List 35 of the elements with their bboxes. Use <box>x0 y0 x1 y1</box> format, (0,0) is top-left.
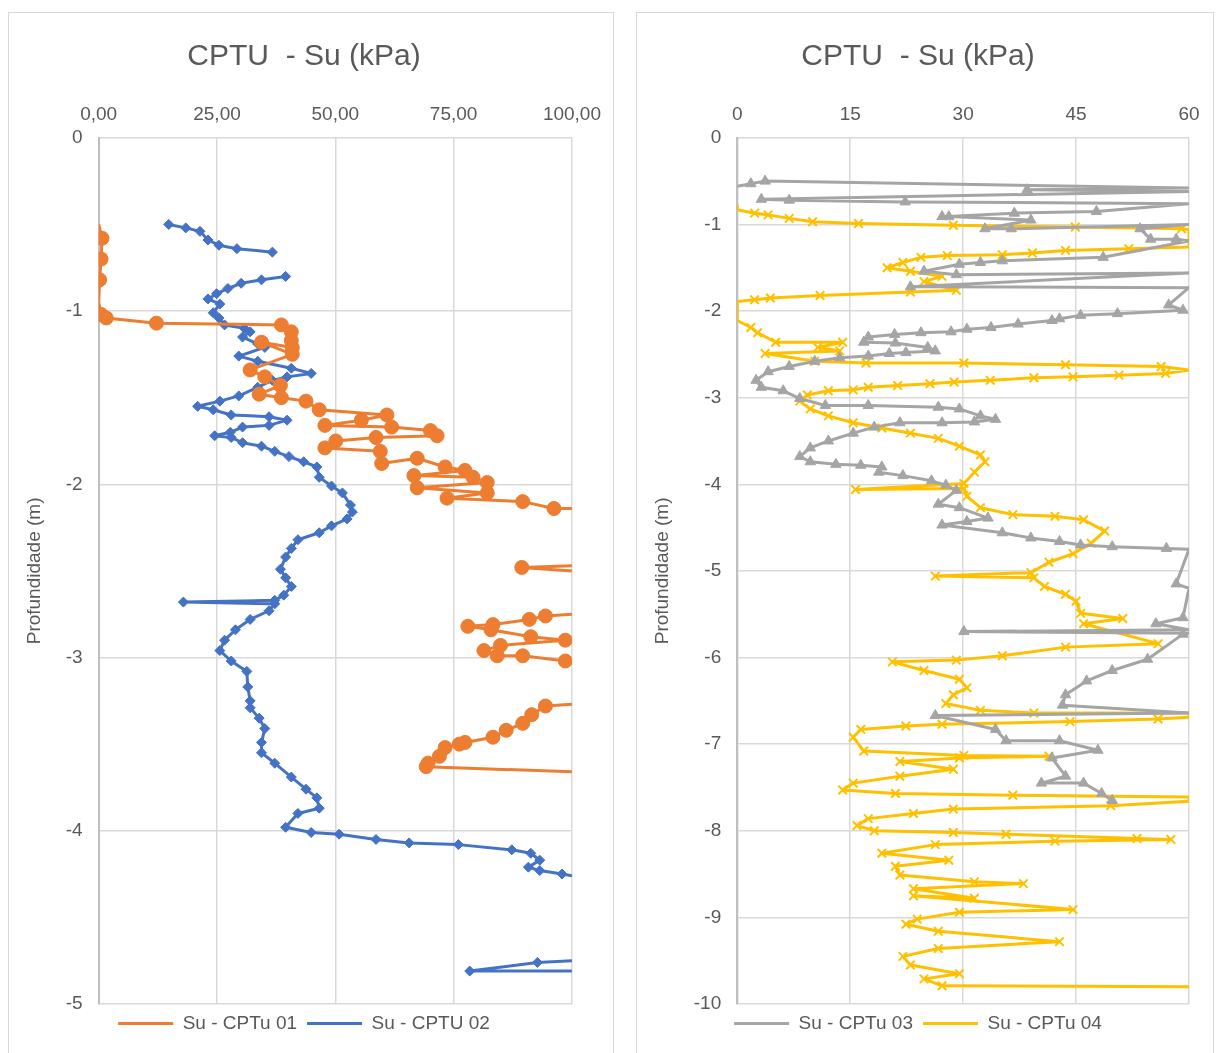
x-tick-label: 100,00 <box>542 102 602 124</box>
y-tick-label: -8 <box>704 818 722 840</box>
chart-title: CPTU - Su (kPa) <box>801 38 1035 72</box>
y-axis-title: Profundidade (m) <box>22 497 44 645</box>
x-tick-label: 50,00 <box>311 102 360 124</box>
y-tick-label: -2 <box>704 299 722 321</box>
y-tick-label: -6 <box>704 645 722 667</box>
y-tick-label: -4 <box>704 472 722 494</box>
x-tick-label: 75,00 <box>429 102 478 124</box>
legend-label: Su - CPTu 01 <box>182 1011 298 1033</box>
x-tick-label: 0 <box>731 102 743 124</box>
x-tick-label: 0,00 <box>80 102 118 124</box>
y-tick-label: -10 <box>693 992 722 1014</box>
x-tick-label: 30 <box>952 102 974 124</box>
y-tick-label: -7 <box>704 732 722 754</box>
x-tick-label: 25,00 <box>193 102 241 124</box>
chart-title: CPTU - Su (kPa) <box>187 38 421 72</box>
x-tick-label: 15 <box>839 102 861 124</box>
y-tick-label: 0 <box>710 126 722 148</box>
y-tick-label: -9 <box>704 905 722 927</box>
y-tick-label: -5 <box>65 992 83 1014</box>
y-tick-label: -3 <box>704 385 722 407</box>
y-tick-label: -1 <box>704 212 722 234</box>
legend-label: Su - CPTu 03 <box>798 1011 914 1033</box>
x-tick-label: 45 <box>1065 102 1087 124</box>
x-tick-label: 60 <box>1178 102 1200 124</box>
y-tick-label: -3 <box>65 645 83 667</box>
legend-label: Su - CPTu 04 <box>987 1011 1103 1033</box>
y-tick-label: -4 <box>65 818 84 840</box>
y-axis-title: Profundidade (m) <box>650 497 672 645</box>
y-tick-label: -1 <box>65 299 83 321</box>
y-tick-label: 0 <box>72 126 83 148</box>
legend-label: Su - CPTU 02 <box>371 1011 490 1033</box>
y-tick-label: -5 <box>704 559 722 581</box>
y-tick-label: -2 <box>65 472 83 494</box>
